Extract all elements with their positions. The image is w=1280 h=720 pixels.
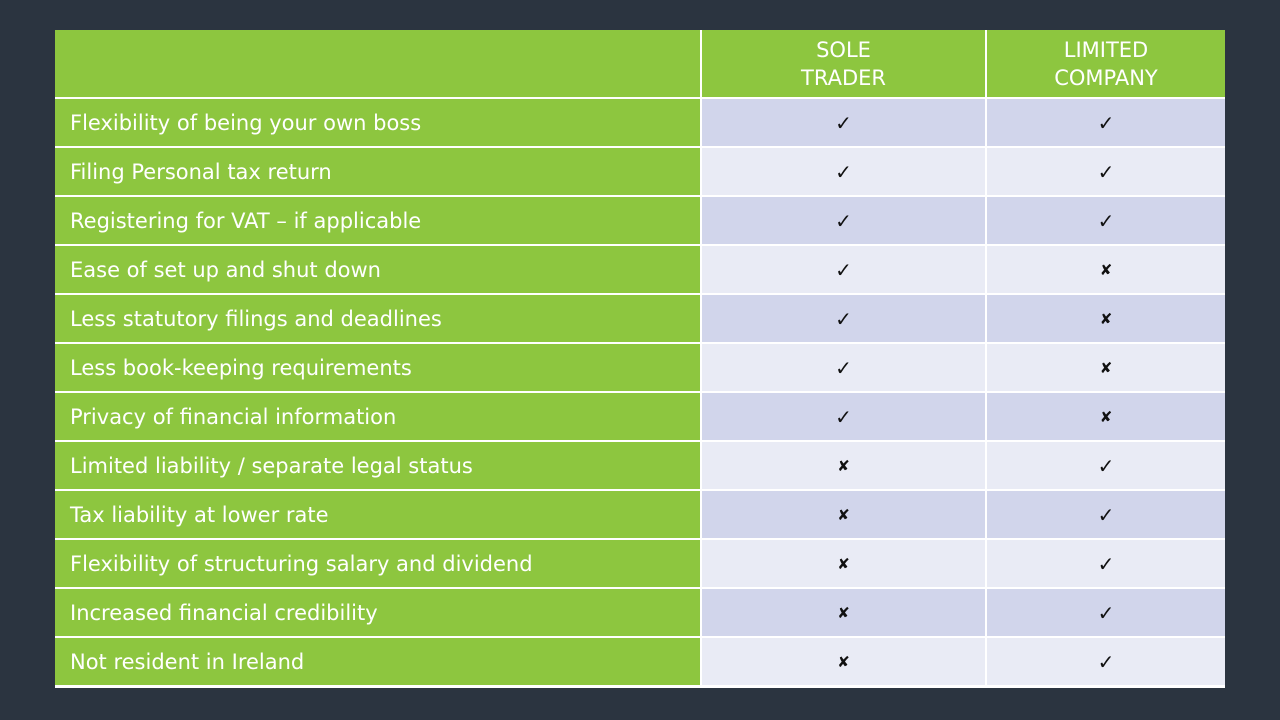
sole-trader-mark: ✓ (702, 393, 985, 440)
limited-company-mark: ✓ (987, 148, 1225, 195)
sole-trader-mark: ✓ (702, 295, 985, 342)
sole-trader-mark: ✘ (702, 491, 985, 538)
table-row: Not resident in Ireland ✘ ✓ (55, 638, 1225, 685)
table-header: SOLE TRADER LIMITED COMPANY (55, 30, 1225, 97)
limited-company-mark: ✓ (987, 589, 1225, 636)
limited-company-mark: ✓ (987, 491, 1225, 538)
cross-icon: ✘ (837, 456, 850, 475)
sole-trader-mark: ✘ (702, 442, 985, 489)
comparison-table: SOLE TRADER LIMITED COMPANY Flexibility … (55, 30, 1225, 688)
sole-trader-mark: ✓ (702, 148, 985, 195)
row-label: Less book-keeping requirements (55, 344, 700, 391)
check-icon: ✓ (1097, 502, 1115, 527)
cross-icon: ✘ (837, 652, 850, 671)
row-label: Limited liability / separate legal statu… (55, 442, 700, 489)
cross-icon: ✘ (837, 505, 850, 524)
sole-trader-mark: ✓ (702, 344, 985, 391)
cross-icon: ✘ (1099, 407, 1113, 426)
sole-trader-mark: ✓ (702, 246, 985, 293)
sole-trader-mark: ✘ (702, 540, 985, 587)
header-sole-trader: SOLE TRADER (702, 30, 985, 97)
check-icon: ✓ (1097, 649, 1115, 674)
cross-icon: ✘ (1099, 358, 1113, 377)
row-label: Registering for VAT – if applicable (55, 197, 700, 244)
table-row: Tax liability at lower rate ✘ ✓ (55, 491, 1225, 538)
row-label: Less statutory filings and deadlines (55, 295, 700, 342)
header-limited-company: LIMITED COMPANY (987, 30, 1225, 97)
limited-company-mark: ✓ (987, 99, 1225, 146)
row-label: Tax liability at lower rate (55, 491, 700, 538)
row-label: Flexibility of structuring salary and di… (55, 540, 700, 587)
row-label: Not resident in Ireland (55, 638, 700, 685)
check-icon: ✓ (1097, 600, 1115, 625)
limited-company-mark: ✘ (987, 393, 1225, 440)
check-icon: ✓ (835, 110, 852, 135)
table-row: Flexibility of structuring salary and di… (55, 540, 1225, 587)
table-row: Increased financial credibility ✘ ✓ (55, 589, 1225, 636)
check-icon: ✓ (835, 306, 852, 331)
sole-trader-mark: ✘ (702, 589, 985, 636)
table-row: Less statutory filings and deadlines ✓ ✘ (55, 295, 1225, 342)
check-icon: ✓ (835, 159, 852, 184)
check-icon: ✓ (835, 355, 852, 380)
limited-company-mark: ✓ (987, 197, 1225, 244)
sole-trader-mark: ✓ (702, 99, 985, 146)
cross-icon: ✘ (837, 554, 850, 573)
check-icon: ✓ (835, 257, 852, 282)
check-icon: ✓ (1097, 453, 1115, 478)
limited-company-mark: ✘ (987, 295, 1225, 342)
table-row: Ease of set up and shut down ✓ ✘ (55, 246, 1225, 293)
check-icon: ✓ (1097, 208, 1115, 233)
table-row: Limited liability / separate legal statu… (55, 442, 1225, 489)
table-row: Flexibility of being your own boss ✓ ✓ (55, 99, 1225, 146)
cross-icon: ✘ (837, 603, 850, 622)
limited-company-mark: ✓ (987, 442, 1225, 489)
header-blank (55, 30, 700, 97)
cross-icon: ✘ (1099, 260, 1113, 279)
limited-company-mark: ✘ (987, 344, 1225, 391)
table-row: Registering for VAT – if applicable ✓ ✓ (55, 197, 1225, 244)
check-icon: ✓ (835, 208, 852, 233)
limited-company-mark: ✘ (987, 246, 1225, 293)
cross-icon: ✘ (1099, 309, 1113, 328)
row-label: Privacy of financial information (55, 393, 700, 440)
check-icon: ✓ (1097, 159, 1115, 184)
check-icon: ✓ (835, 404, 852, 429)
row-label: Ease of set up and shut down (55, 246, 700, 293)
limited-company-mark: ✓ (987, 540, 1225, 587)
row-label: Increased financial credibility (55, 589, 700, 636)
check-icon: ✓ (1097, 551, 1115, 576)
table-row: Less book-keeping requirements ✓ ✘ (55, 344, 1225, 391)
sole-trader-mark: ✘ (702, 638, 985, 685)
row-label: Flexibility of being your own boss (55, 99, 700, 146)
table-row: Privacy of financial information ✓ ✘ (55, 393, 1225, 440)
check-icon: ✓ (1097, 110, 1115, 135)
row-label: Filing Personal tax return (55, 148, 700, 195)
table-row: Filing Personal tax return ✓ ✓ (55, 148, 1225, 195)
sole-trader-mark: ✓ (702, 197, 985, 244)
limited-company-mark: ✓ (987, 638, 1225, 685)
